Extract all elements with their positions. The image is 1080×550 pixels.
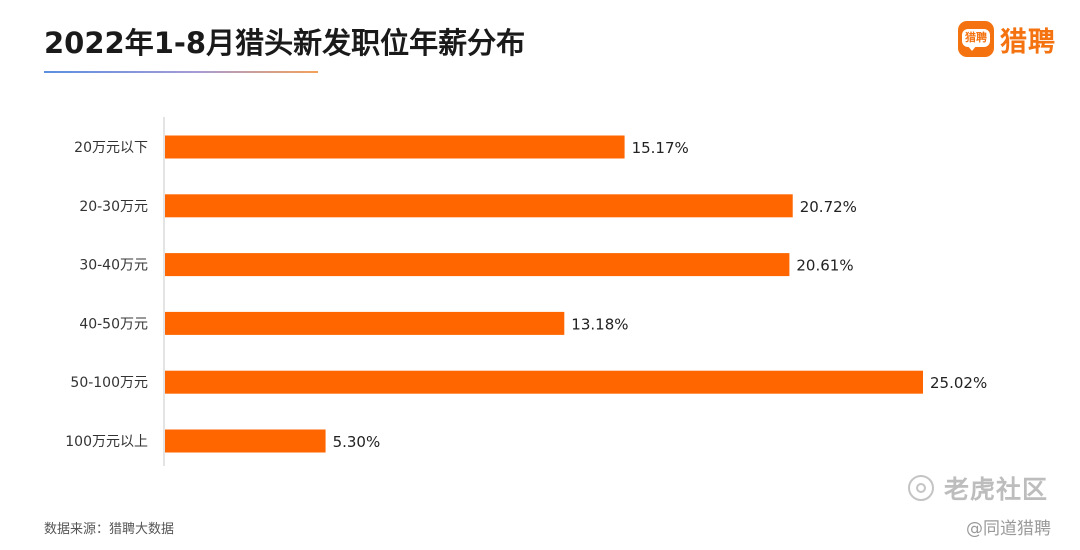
logo-mark-text: 猎聘 bbox=[962, 29, 990, 47]
bar-value-label: 5.30% bbox=[333, 433, 381, 451]
logo-mark-tail bbox=[967, 45, 977, 51]
title-underline bbox=[44, 71, 318, 73]
bar-value-label: 20.61% bbox=[796, 257, 853, 275]
category-tick-label: 20万元以下 bbox=[74, 140, 148, 156]
category-tick-label: 40-50万元 bbox=[79, 316, 148, 332]
category-tick-label: 50-100万元 bbox=[70, 375, 148, 391]
watermark-label: 老虎社区 bbox=[944, 475, 1049, 504]
data-source: 数据来源：猎聘大数据 bbox=[44, 522, 175, 537]
bar bbox=[165, 429, 326, 453]
bar bbox=[165, 135, 625, 159]
bar-value-label: 13.18% bbox=[571, 315, 628, 333]
liepin-logo: 猎聘 猎聘 bbox=[958, 20, 1056, 58]
bar-value-label: 25.02% bbox=[930, 374, 987, 392]
category-tick-label: 20-30万元 bbox=[79, 199, 148, 215]
tiger-community-icon bbox=[908, 475, 934, 501]
liepin-logo-icon: 猎聘 bbox=[958, 21, 994, 57]
category-tick-label: 100万元以上 bbox=[65, 434, 148, 450]
bar bbox=[165, 194, 793, 218]
bar bbox=[165, 253, 790, 277]
bar-value-label: 15.17% bbox=[632, 139, 689, 157]
watermark-handle: @同道猎聘 bbox=[966, 519, 1051, 539]
bar-value-label: 20.72% bbox=[800, 198, 857, 216]
category-tick-label: 30-40万元 bbox=[79, 258, 148, 274]
bar bbox=[165, 370, 923, 394]
bar bbox=[165, 311, 565, 335]
page-title: 2022年1-8月猎头新发职位年薪分布 bbox=[44, 26, 526, 60]
watermark: 老虎社区 bbox=[908, 470, 1048, 506]
logo-text: 猎聘 bbox=[1000, 26, 1056, 58]
